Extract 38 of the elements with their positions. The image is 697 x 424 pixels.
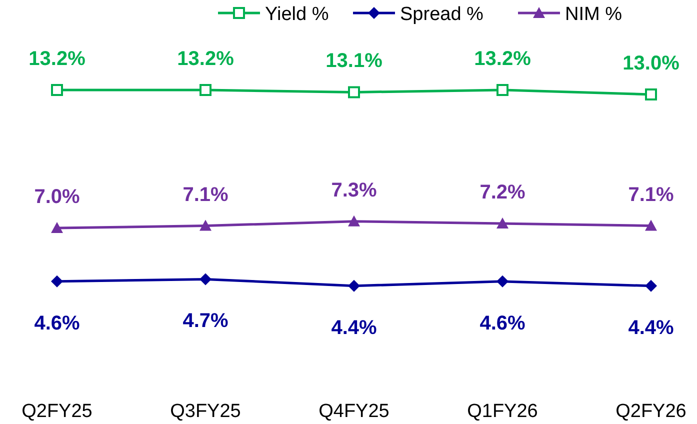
data-label: 4.7% bbox=[182, 310, 229, 332]
data-label: 4.6% bbox=[34, 312, 80, 334]
x-tick-label: Q2FY26 bbox=[616, 401, 686, 422]
point bbox=[496, 84, 508, 96]
x-tick-label: Q3FY25 bbox=[170, 401, 241, 422]
point bbox=[645, 88, 657, 100]
legend-label: Yield % bbox=[265, 4, 329, 25]
point bbox=[496, 275, 508, 288]
data-label: 13.2% bbox=[474, 48, 532, 70]
x-tick-label: Q2FY25 bbox=[22, 401, 92, 422]
data-label: 13.1% bbox=[326, 50, 383, 72]
x-tick-label: Q1FY26 bbox=[467, 401, 538, 422]
data-label: 4.4% bbox=[331, 316, 378, 339]
data-label: 4.4% bbox=[628, 316, 674, 339]
point bbox=[51, 275, 63, 288]
point bbox=[200, 84, 212, 96]
point bbox=[348, 215, 360, 226]
data-label: 13.2% bbox=[28, 48, 86, 70]
data-label: 4.6% bbox=[480, 312, 526, 334]
data-label: 7.1% bbox=[182, 184, 229, 206]
data-label: 13.0% bbox=[622, 52, 680, 74]
point bbox=[645, 220, 657, 231]
point bbox=[645, 280, 657, 292]
point bbox=[200, 220, 212, 231]
data-label: 7.2% bbox=[480, 182, 526, 204]
legend-label: Spread % bbox=[400, 4, 484, 25]
point bbox=[51, 222, 63, 234]
point bbox=[51, 84, 63, 96]
data-label: 7.0% bbox=[34, 186, 80, 208]
data-label: 13.2% bbox=[177, 48, 234, 70]
legend-label: NIM % bbox=[565, 4, 622, 25]
x-tick-label: Q4FY25 bbox=[318, 401, 390, 422]
point bbox=[348, 86, 360, 98]
data-label: 7.3% bbox=[331, 179, 378, 202]
point bbox=[348, 280, 360, 292]
point bbox=[496, 218, 508, 229]
point bbox=[200, 273, 212, 286]
data-label: 7.1% bbox=[628, 184, 674, 206]
